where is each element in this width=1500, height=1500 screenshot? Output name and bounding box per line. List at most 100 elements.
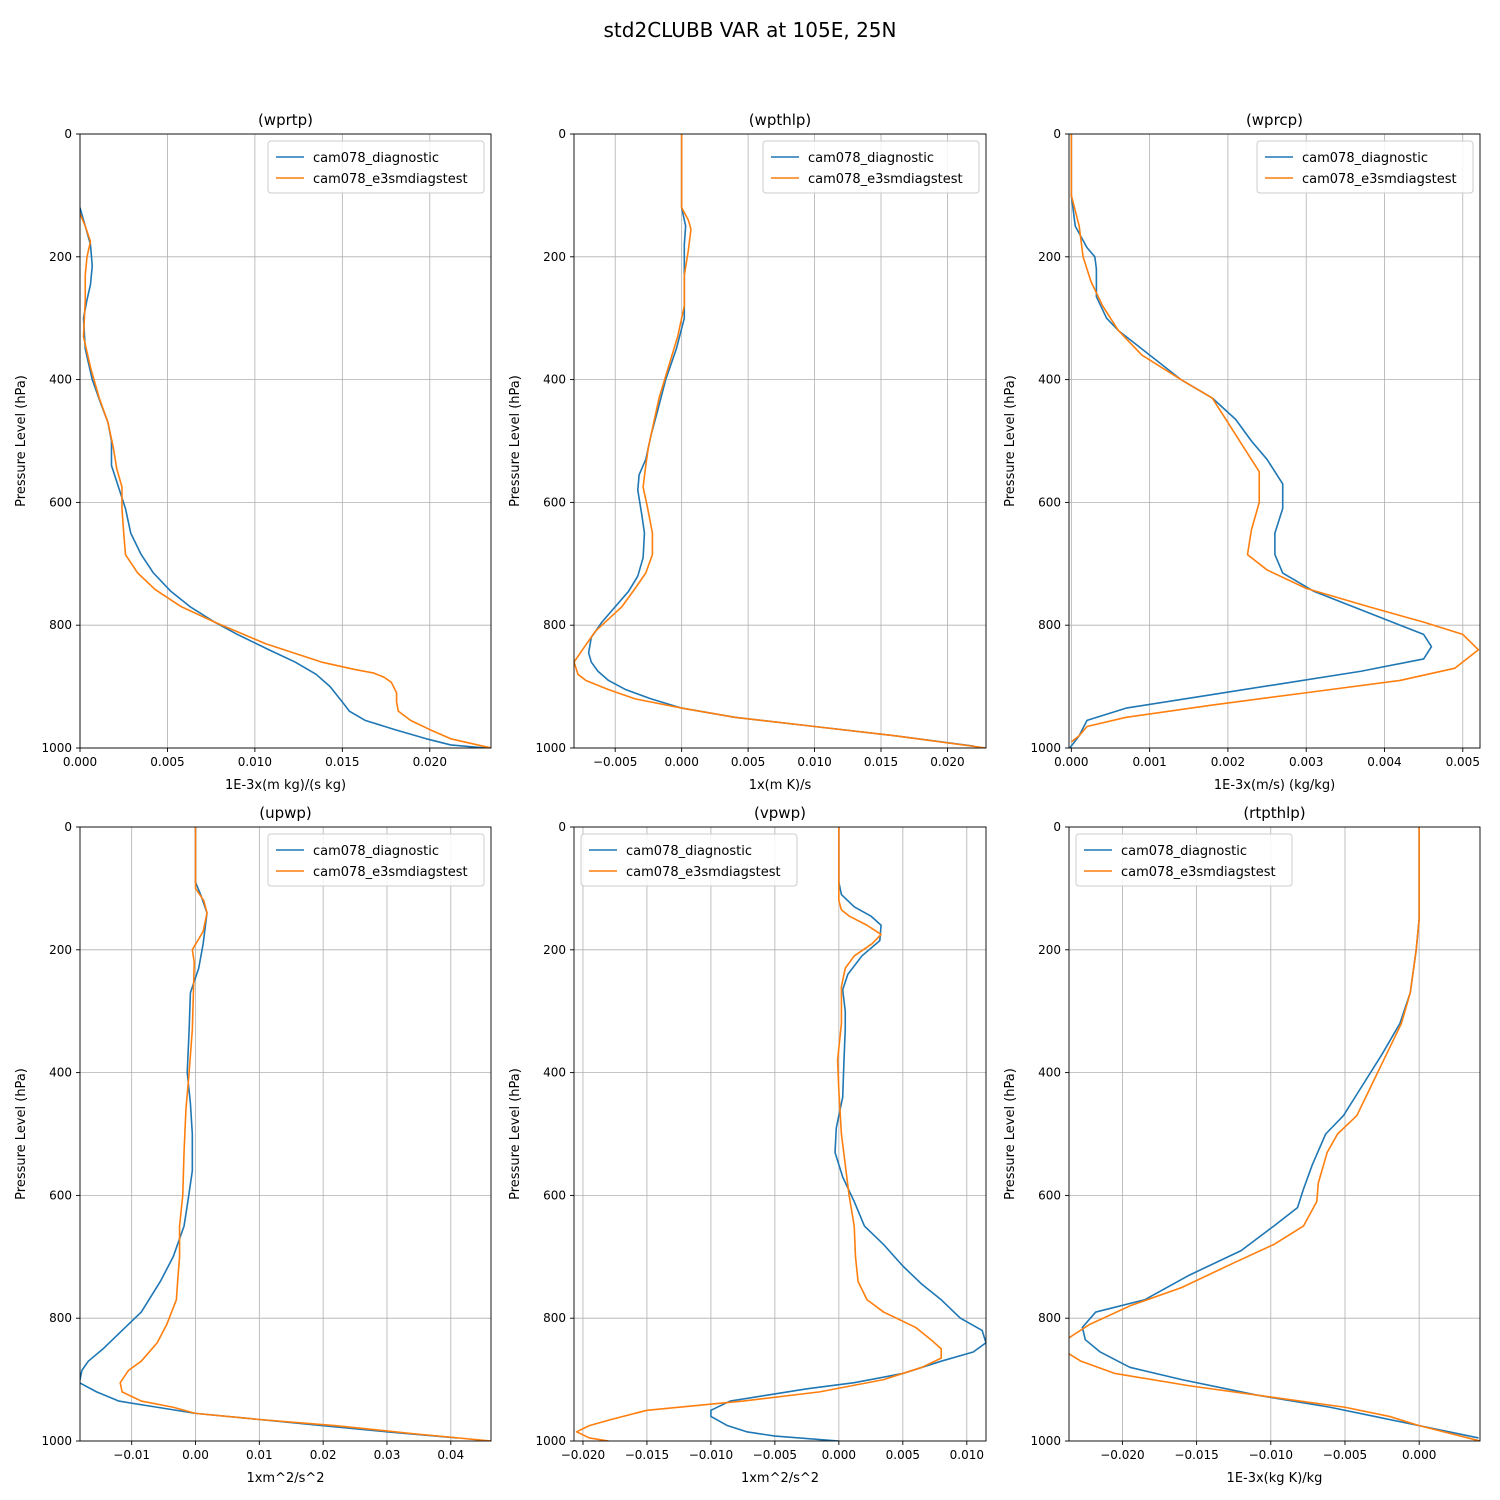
legend-entry-label: cam078_e3smdiagstest — [626, 865, 781, 880]
panel-1: 0.000 0.005 0.010 0.015 0.020 0 200 400 600 800 10… — [14, 111, 492, 793]
x-tick-label: −0.01 — [113, 1448, 150, 1462]
y-tick-label: 600 — [543, 495, 566, 509]
legend-box — [1256, 140, 1474, 194]
x-axis-label: 1xm^2/s^2 — [741, 1471, 819, 1486]
panels: 0.000 0.005 0.010 0.015 0.020020040060080010… — [14, 111, 1481, 1486]
series-line-1 — [80, 827, 458, 1439]
y-tick-label: 200 — [49, 943, 72, 957]
legend: cam078_diagnostic cam078_e3smdiagstest — [267, 140, 485, 194]
x-tick-label: −0.015 — [625, 1448, 669, 1462]
y-tick-label: 800 — [49, 618, 72, 632]
x-tick-label: −0.005 — [593, 755, 637, 769]
x-tick-label: 0.03 — [374, 1448, 401, 1462]
x-tick-label: 0.00 — [182, 1448, 209, 1462]
x-tick-label: 0.010 — [797, 755, 831, 769]
x-tick-label: −0.010 — [689, 1448, 733, 1462]
x-tick-label: 0.000 — [664, 755, 698, 769]
panel-title: (wprtp) — [258, 111, 313, 129]
x-tick-label: −0.020 — [1100, 1448, 1144, 1462]
y-axis-label: Pressure Level (hPa) — [14, 375, 29, 507]
series-line-1 — [1069, 134, 1433, 748]
y-tick-label: 0 — [64, 820, 72, 834]
axes-frame — [79, 133, 492, 749]
x-tick-label: −0.015 — [1174, 1448, 1218, 1462]
legend-entry-label: cam078_diagnostic — [808, 151, 934, 166]
x-tick-label: −0.005 — [1323, 1448, 1367, 1462]
x-tick-label: 0.001 — [1132, 755, 1166, 769]
legend-entry-label: cam078_e3smdiagstest — [808, 172, 963, 187]
y-tick-label: 0 — [558, 127, 566, 141]
y-tick-label: 1000 — [535, 1434, 566, 1448]
y-tick-label: 600 — [543, 1188, 566, 1202]
y-tick-label: 800 — [1038, 618, 1061, 632]
x-tick-label: 0.015 — [864, 755, 898, 769]
legend-entry-label: cam078_e3smdiagstest — [1302, 172, 1457, 187]
y-tick-label: 400 — [543, 373, 566, 387]
panel-4: −0.01 0.00 0.01 0.02 0.03 0.04 0 200 400 600 800 10… — [14, 804, 492, 1486]
y-tick-label: 1000 — [41, 1434, 72, 1448]
x-tick-label: 0.005 — [731, 755, 765, 769]
series-line-2 — [80, 213, 491, 748]
legend: cam078_diagnostic cam078_e3smdiagstest — [762, 140, 980, 194]
legend: cam078_diagnostic cam078_e3smdiagstest — [267, 833, 485, 887]
panel-title: (wprcp) — [1246, 111, 1303, 129]
panel-5: −0.020 −0.015 −0.010 −0.005 0.000 0.005 0.010 0… — [508, 804, 987, 1486]
series-line-1 — [1081, 827, 1479, 1439]
x-tick-label: 0.020 — [413, 755, 447, 769]
panel-title: (wpthlp) — [749, 111, 812, 129]
x-axis-label: 1E-3x(m/s) (kg/kg) — [1214, 778, 1335, 793]
legend-entry-label: cam078_diagnostic — [313, 844, 439, 859]
y-axis-label: Pressure Level (hPa) — [14, 1068, 29, 1200]
x-tick-label: 0.02 — [310, 1448, 337, 1462]
panel-title: (vpwp) — [754, 804, 806, 822]
y-tick-label: 0 — [1053, 820, 1061, 834]
y-tick-label: 0 — [558, 820, 566, 834]
y-tick-label: 600 — [49, 495, 72, 509]
y-axis-label: Pressure Level (hPa) — [1003, 1068, 1018, 1200]
y-axis-label: Pressure Level (hPa) — [508, 375, 523, 507]
legend-box — [267, 140, 485, 194]
y-tick-label: 400 — [1038, 373, 1061, 387]
panel-title: (rtpthlp) — [1243, 804, 1305, 822]
x-axis-label: 1x(m K)/s — [749, 778, 812, 793]
series-line-2 — [574, 134, 986, 748]
y-tick-label: 1000 — [1030, 1434, 1061, 1448]
x-tick-label: 0.005 — [1446, 755, 1480, 769]
y-tick-label: 600 — [49, 1188, 72, 1202]
x-tick-label: 0.005 — [150, 755, 184, 769]
panel-3: 0.000 0.001 0.002 0.003 0.004 0.005 0 200 400 600… — [1003, 111, 1481, 793]
y-tick-label: 800 — [543, 1311, 566, 1325]
y-tick-label: 0 — [64, 127, 72, 141]
x-axis-label: 1xm^2/s^2 — [246, 1471, 324, 1486]
y-tick-label: 200 — [1038, 250, 1061, 264]
legend-entry-label: cam078_diagnostic — [313, 151, 439, 166]
legend-box — [1075, 833, 1293, 887]
y-tick-label: 1000 — [535, 741, 566, 755]
legend-box — [580, 833, 798, 887]
y-tick-label: 800 — [49, 1311, 72, 1325]
legend-entry-label: cam078_e3smdiagstest — [313, 865, 468, 880]
x-tick-label: 0.010 — [950, 1448, 984, 1462]
y-tick-label: 600 — [1038, 1188, 1061, 1202]
legend: cam078_diagnostic cam078_e3smdiagstest — [1256, 140, 1474, 194]
panel-2: −0.005 0.000 0.005 0.010 0.015 0.020 0 200 400 60… — [508, 111, 987, 793]
x-axis-label: 1E-3x(m kg)/(s kg) — [225, 778, 346, 793]
x-tick-label: 0.002 — [1211, 755, 1245, 769]
y-tick-label: 1000 — [1030, 741, 1061, 755]
legend-box — [762, 140, 980, 194]
y-tick-label: 200 — [1038, 943, 1061, 957]
legend: cam078_diagnostic cam078_e3smdiagstest — [580, 833, 798, 887]
y-tick-label: 400 — [49, 373, 72, 387]
axes-frame — [573, 133, 987, 749]
legend-entry-label: cam078_e3smdiagstest — [313, 172, 468, 187]
y-tick-label: 400 — [49, 1066, 72, 1080]
x-tick-label: −0.020 — [561, 1448, 605, 1462]
y-tick-label: 200 — [543, 943, 566, 957]
series-line-2 — [1070, 134, 1480, 743]
y-tick-label: 0 — [1053, 127, 1061, 141]
y-tick-label: 200 — [49, 250, 72, 264]
x-tick-label: 0.003 — [1289, 755, 1323, 769]
x-tick-label: −0.010 — [1249, 1448, 1293, 1462]
series-line-1 — [710, 827, 986, 1441]
